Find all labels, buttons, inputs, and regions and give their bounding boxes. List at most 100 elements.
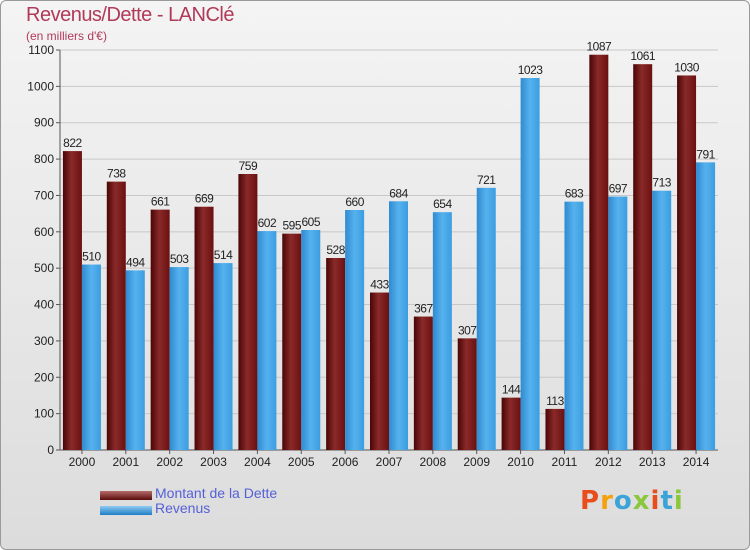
data-label-dette: 1087: [586, 40, 612, 54]
data-label-dette: 595: [283, 219, 302, 233]
y-tick-label: 700: [34, 188, 54, 202]
bar-revenus: [608, 196, 628, 450]
bar-dette: [194, 206, 214, 450]
legend-swatch-revenus: [100, 506, 152, 515]
legend-label-revenus: Revenus: [155, 500, 211, 516]
data-label-dette: 113: [546, 394, 564, 408]
data-label-dette: 822: [63, 136, 82, 150]
y-tick-label: 1000: [27, 79, 54, 93]
data-label-dette: 1061: [630, 49, 656, 63]
data-label-revenus: 503: [170, 252, 189, 266]
bar-dette: [413, 316, 433, 450]
data-label-revenus: 697: [609, 182, 628, 196]
data-label-dette: 738: [107, 167, 126, 181]
logo-letter: t: [660, 486, 674, 516]
bar-revenus: [696, 162, 716, 450]
x-tick-label: 2007: [376, 455, 403, 469]
logo-letter: i: [650, 486, 661, 516]
bar-dette: [457, 338, 477, 450]
bar-dette: [282, 233, 302, 450]
data-label-revenus: 791: [696, 147, 715, 161]
bar-dette: [238, 174, 258, 450]
bar-revenus: [476, 187, 496, 450]
chart-title: Revenus/Dette - LANClé: [26, 4, 234, 26]
data-label-dette: 367: [414, 302, 433, 316]
x-tick-label: 2000: [69, 455, 96, 469]
bar-dette: [545, 408, 565, 450]
bar-dette: [633, 64, 653, 450]
bar-revenus: [169, 267, 189, 450]
x-tick-label: 2003: [200, 455, 227, 469]
bar-dette: [589, 54, 609, 451]
x-tick-label: 2001: [112, 455, 139, 469]
bar-dette: [370, 292, 389, 450]
y-tick-label: 800: [34, 152, 54, 166]
y-tick-label: 0: [47, 443, 54, 457]
logo-letter: o: [613, 486, 633, 516]
x-tick-label: 2002: [156, 455, 183, 469]
data-label-revenus: 602: [258, 216, 277, 230]
bar-revenus: [520, 78, 540, 450]
y-tick-label: 500: [34, 261, 54, 275]
x-tick-label: 2005: [288, 455, 315, 469]
data-label-dette: 144: [502, 383, 521, 397]
data-label-revenus: 1023: [518, 63, 544, 77]
y-tick-label: 400: [34, 298, 54, 312]
bar-revenus: [564, 201, 584, 450]
bar-dette: [677, 75, 697, 451]
x-tick-label: 2008: [420, 455, 447, 469]
data-label-dette: 307: [458, 323, 477, 337]
bar-revenus: [81, 264, 101, 450]
x-tick-label: 2012: [595, 455, 622, 469]
logo-letter: P: [580, 486, 601, 516]
bar-revenus: [257, 231, 277, 450]
data-label-revenus: 660: [345, 195, 364, 209]
y-tick-label: 300: [34, 334, 54, 348]
data-label-revenus: 721: [477, 173, 496, 187]
y-tick-label: 600: [34, 225, 54, 239]
chart-subtitle: (en milliers d'€): [26, 29, 107, 43]
y-tick-label: 100: [34, 407, 54, 421]
x-tick-label: 2006: [332, 455, 359, 469]
bar-revenus: [389, 201, 408, 450]
bar-dette: [106, 181, 126, 451]
x-tick-label: 2014: [683, 455, 710, 469]
x-tick-label: 2010: [507, 455, 534, 469]
bar-revenus: [213, 263, 233, 450]
data-label-dette: 528: [326, 243, 345, 257]
data-label-revenus: 713: [652, 176, 671, 190]
bar-dette: [62, 151, 82, 450]
data-label-dette: 1030: [674, 60, 700, 74]
bar-revenus: [125, 270, 145, 450]
bar-revenus: [301, 230, 321, 450]
bar-dette: [326, 258, 346, 450]
data-label-dette: 759: [239, 159, 258, 173]
y-tick-label: 1100: [28, 43, 54, 57]
data-label-revenus: 514: [214, 248, 233, 262]
legend-label-dette: Montant de la Dette: [155, 485, 278, 501]
bar-revenus: [345, 210, 365, 450]
data-label-dette: 669: [195, 192, 214, 206]
bar-dette: [501, 397, 521, 450]
data-label-dette: 661: [151, 195, 170, 209]
data-label-revenus: 494: [126, 255, 145, 269]
bar-revenus: [652, 190, 672, 450]
x-tick-label: 2013: [639, 455, 666, 469]
logo-letter: x: [632, 486, 651, 516]
x-tick-label: 2009: [463, 455, 490, 469]
data-label-revenus: 683: [565, 187, 584, 201]
data-label-revenus: 684: [389, 186, 408, 200]
data-label-revenus: 654: [433, 197, 452, 211]
logo-letter: r: [600, 486, 614, 516]
bar-revenus: [432, 212, 452, 450]
x-tick-label: 2004: [244, 455, 271, 469]
data-label-dette: 433: [370, 278, 389, 292]
logo-letter: i: [673, 486, 684, 516]
bar-dette: [150, 209, 170, 450]
data-label-revenus: 510: [82, 250, 101, 264]
y-tick-label: 200: [34, 370, 54, 384]
legend-swatch-dette: [100, 491, 152, 500]
x-tick-label: 2011: [552, 455, 578, 469]
proxiti-logo: Proxiti: [580, 486, 684, 516]
